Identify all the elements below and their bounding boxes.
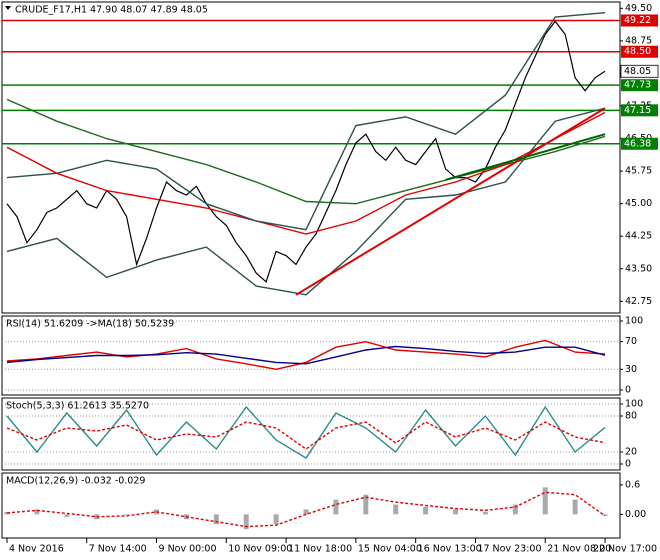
series-line	[6, 345, 606, 365]
series-line	[6, 12, 606, 231]
y-tick-label: 0.00	[625, 509, 646, 520]
histogram-bar	[4, 511, 10, 515]
level-label: 48.50	[624, 46, 651, 57]
level-label: 49.22	[624, 15, 651, 26]
histogram-bar	[512, 504, 518, 515]
y-tick-label: 49.50	[625, 3, 652, 14]
y-tick-label: 0.6	[625, 479, 640, 490]
menu-icon	[5, 6, 11, 10]
last-price-label: 48.05	[624, 66, 651, 77]
level-tag	[621, 45, 658, 58]
y-tick-label: 42.75	[625, 296, 652, 307]
y-tick-label: 0	[625, 459, 631, 470]
series-line	[6, 491, 606, 528]
histogram-bar	[124, 514, 130, 515]
panel-frame	[1, 315, 621, 396]
level-label: 47.15	[624, 105, 651, 116]
y-tick-label: 45.75	[625, 166, 652, 177]
series-line	[6, 107, 606, 296]
histogram-bar	[542, 487, 548, 515]
histogram-bar	[273, 514, 279, 525]
histogram-bar	[34, 509, 40, 515]
series-line	[6, 421, 606, 450]
series-line	[6, 339, 606, 371]
histogram-bar	[482, 511, 488, 515]
panel-frame	[1, 472, 621, 539]
histogram-bar	[64, 514, 70, 517]
x-tick-label: 16 Nov 13:00	[418, 544, 482, 555]
last-price-tag	[620, 64, 659, 78]
trendline	[445, 133, 606, 181]
x-tick-label: 7 Nov 14:00	[89, 544, 147, 555]
level-tag	[621, 79, 658, 92]
y-tick-label: 70	[625, 336, 637, 347]
x-tick-label: 9 Nov 00:00	[159, 544, 217, 555]
y-tick-label: 43.50	[625, 263, 652, 274]
y-tick-label: 44.25	[625, 231, 652, 242]
y-tick-label: 48.75	[625, 35, 652, 46]
histogram-bar	[303, 509, 309, 515]
panel-title: CRUDE_F17,H1 47.90 48.07 47.89 48.05	[15, 5, 208, 16]
level-label: 46.38	[624, 138, 651, 149]
x-tick-label: 10 Nov 09:00	[228, 544, 292, 555]
series-line	[6, 405, 606, 459]
y-tick-label: 20	[625, 447, 637, 458]
x-tick-label: 11 Nov 18:00	[288, 544, 352, 555]
level-label: 47.73	[624, 80, 651, 91]
level-tag	[621, 14, 658, 27]
panel-frame	[1, 1, 621, 314]
y-tick-label: 30	[625, 364, 637, 375]
histogram-bar	[393, 504, 399, 515]
trendline	[295, 107, 606, 296]
histogram-bar	[423, 507, 429, 515]
x-tick-label: 15 Nov 04:00	[358, 544, 422, 555]
y-tick-label: 80	[625, 411, 637, 422]
x-tick-label: 17 Nov 23:00	[477, 544, 541, 555]
histogram-bar	[363, 494, 369, 515]
histogram-bar	[213, 514, 219, 525]
series-line	[6, 111, 606, 235]
panel-title: RSI(14) 51.6209 ->MA(18) 50.5239	[6, 319, 174, 330]
x-tick-label: 4 Nov 2016	[9, 544, 64, 555]
y-tick-label: 45.00	[625, 198, 652, 209]
y-tick-label: 100	[625, 316, 643, 327]
level-tag	[621, 137, 658, 150]
histogram-bar	[333, 499, 339, 515]
x-tick-label: 21 Nov 08:00	[547, 544, 611, 555]
panel-title: Stoch(5,3,3) 61.2613 35.5270	[6, 401, 149, 412]
level-tag	[621, 104, 658, 117]
histogram-bar	[453, 509, 459, 515]
panel-title: MACD(12,26,9) -0.032 -0.029	[6, 476, 145, 487]
histogram-bar	[243, 514, 249, 530]
y-tick-label: 0	[625, 385, 631, 396]
histogram-bar	[572, 499, 578, 515]
y-tick-label: 100	[625, 399, 643, 410]
panel-frame	[1, 397, 621, 471]
x-tick-label: 22 Nov 17:00	[593, 544, 657, 555]
